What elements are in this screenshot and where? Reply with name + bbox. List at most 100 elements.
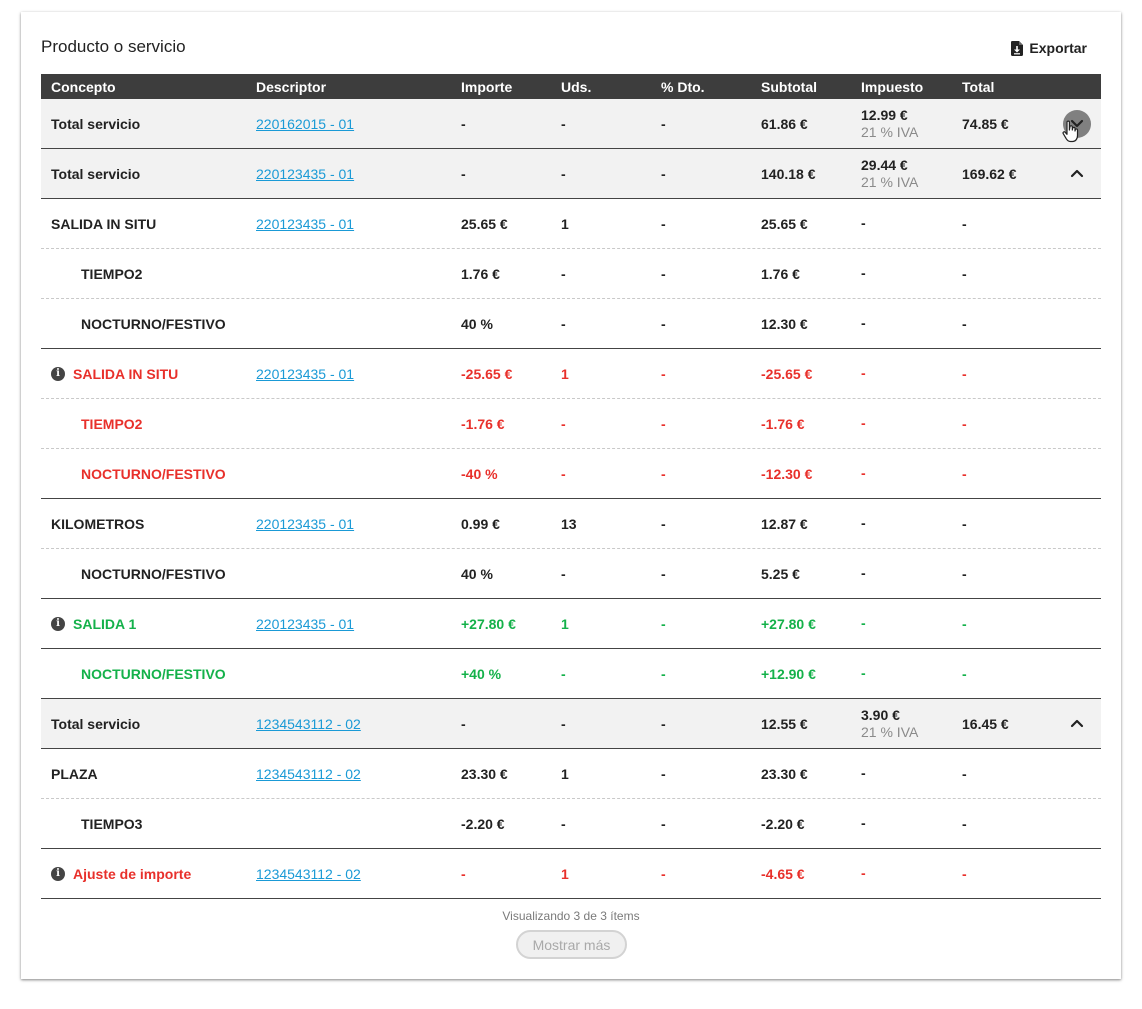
subtotal-cell: 5.25 € [761,565,800,582]
discount-cell: - [661,715,666,732]
total-cell: - [962,815,967,832]
tax-amount: - [861,765,866,781]
sub-item-row: NOCTURNO/FESTIVO +40 % - - +12.90 € - - [41,649,1101,699]
file-download-icon [1011,40,1024,56]
tax-amount: - [861,565,866,581]
descriptor-cell: 220123435 - 01 [246,366,451,382]
tax-amount: - [861,365,866,381]
column-header-concepto[interactable]: Concepto [51,78,116,95]
chevron-up-icon [1070,717,1084,730]
service-total-row: Total servicio 220123435 - 01 - - - 140.18 € 2… [41,149,1101,199]
tax-amount: - [861,465,866,481]
tax-amount: - [861,815,866,831]
concept-label: TIEMPO3 [81,815,143,832]
descriptor-link[interactable]: 1234543112 - 02 [256,765,361,782]
column-header-total[interactable]: Total [962,78,995,95]
chevron-up-icon [1070,167,1084,180]
descriptor-link[interactable]: 220123435 - 01 [256,515,355,532]
concept-cell: Total servicio [41,716,246,732]
sub-item-row: TIEMPO2 -1.76 € - - -1.76 € - - [41,399,1101,449]
export-label: Exportar [1029,40,1087,56]
product-service-card: Producto o servicio Exportar Concepto De… [21,12,1121,979]
descriptor-cell: 220123435 - 01 [246,616,451,632]
importe-cell: 40 % [461,565,493,582]
column-header-impuesto[interactable]: Impuesto [861,78,924,95]
tax-cell: - [851,415,952,432]
tax-amount: 29.44 € [861,156,908,173]
descriptor-link[interactable]: 220123435 - 01 [256,615,355,632]
descriptor-link[interactable]: 1234543112 - 02 [256,715,361,732]
discount-cell: - [661,365,666,382]
concept-cell: i SALIDA 1 [41,616,246,632]
tax-cell: 3.90 €21 % IVA [851,707,952,741]
importe-cell: +27.80 € [461,615,516,632]
concept-label: SALIDA 1 [73,615,137,632]
show-more-button[interactable]: Mostrar más [516,930,627,959]
sub-item-row: TIEMPO3 -2.20 € - - -2.20 € - - [41,799,1101,849]
expand-toggle[interactable] [1062,109,1091,138]
collapse-toggle[interactable] [1063,160,1091,188]
uds-cell: - [561,265,566,282]
uds-cell: - [561,715,566,732]
collapse-toggle[interactable] [1063,710,1091,738]
concept-label: Total servicio [51,715,141,732]
importe-cell: - [461,165,466,182]
concept-label: KILOMETROS [51,515,145,532]
descriptor-link[interactable]: 220162015 - 01 [256,115,355,132]
descriptor-link[interactable]: 220123435 - 01 [256,215,355,232]
uds-cell: - [561,115,566,132]
descriptor-link[interactable]: 1234543112 - 02 [256,865,361,882]
total-cell: - [962,615,967,632]
sub-item-row: NOCTURNO/FESTIVO -40 % - - -12.30 € - - [41,449,1101,499]
concept-label: SALIDA IN SITU [51,215,157,232]
total-cell: - [962,515,967,532]
discount-cell: - [661,615,666,632]
column-header-dto[interactable]: % Dto. [661,78,705,95]
subtotal-cell: +27.80 € [761,615,816,632]
tax-cell: - [851,565,952,582]
uds-cell: 1 [561,365,569,382]
tax-cell: - [851,615,952,632]
info-icon[interactable]: i [51,616,65,631]
importe-cell: 23.30 € [461,765,508,782]
service-table: Concepto Descriptor Importe Uds. % Dto. … [41,74,1101,899]
column-header-importe[interactable]: Importe [461,78,513,95]
importe-cell: 0.99 € [461,515,500,532]
concept-cell: NOCTURNO/FESTIVO [41,316,246,332]
subtotal-cell: 12.30 € [761,315,808,332]
tax-cell: - [851,815,952,832]
descriptor-link[interactable]: 220123435 - 01 [256,365,355,382]
pagination-status: Visualizando 3 de 3 ítems [502,909,640,923]
importe-cell: -25.65 € [461,365,513,382]
export-button[interactable]: Exportar [1011,39,1087,57]
subtotal-cell: +12.90 € [761,665,816,682]
tax-cell: - [851,465,952,482]
descriptor-cell: 220123435 - 01 [246,516,451,532]
discount-cell: - [661,415,666,432]
column-header-uds[interactable]: Uds. [561,78,592,95]
discount-cell: - [661,265,666,282]
column-header-descriptor[interactable]: Descriptor [256,78,327,95]
info-icon[interactable]: i [51,366,65,381]
uds-cell: - [561,465,566,482]
discount-cell: - [661,815,666,832]
uds-cell: - [561,815,566,832]
importe-cell: - [461,715,466,732]
column-header-subtotal[interactable]: Subtotal [761,78,817,95]
tax-cell: - [851,515,952,532]
descriptor-cell: 1234543112 - 02 [246,716,451,732]
uds-cell: - [561,565,566,582]
subtotal-cell: 25.65 € [761,215,808,232]
importe-cell: +40 % [461,665,502,682]
descriptor-link[interactable]: 220123435 - 01 [256,165,355,182]
discount-cell: - [661,315,666,332]
tax-rate: 21 % IVA [861,123,919,140]
concept-cell: KILOMETROS [41,516,246,532]
table-row: i Ajuste de importe 1234543112 - 02 - 1 - -4.6… [41,849,1101,899]
tax-amount: - [861,215,866,231]
info-icon[interactable]: i [51,866,65,881]
descriptor-cell: 220162015 - 01 [246,116,451,132]
concept-label: SALIDA IN SITU [73,365,179,382]
importe-cell: -1.76 € [461,415,505,432]
total-cell: 169.62 € [962,165,1017,182]
